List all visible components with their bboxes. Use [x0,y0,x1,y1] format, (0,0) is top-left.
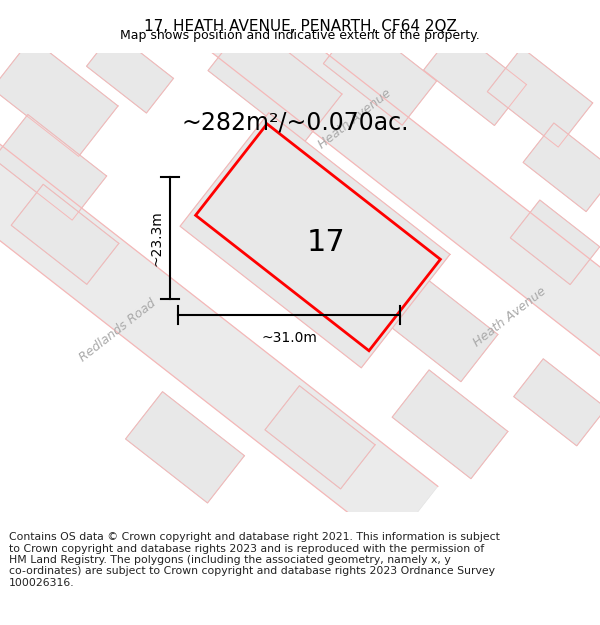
Polygon shape [424,29,526,126]
Polygon shape [265,386,375,489]
Polygon shape [208,20,342,144]
Text: 100026316.: 100026316. [9,578,74,587]
Polygon shape [86,32,173,113]
Polygon shape [180,112,450,368]
Text: ~282m²/~0.070ac.: ~282m²/~0.070ac. [181,110,409,134]
Polygon shape [0,114,107,220]
Polygon shape [323,19,437,125]
Text: to Crown copyright and database rights 2023 and is reproduced with the permissio: to Crown copyright and database rights 2… [9,544,484,554]
Polygon shape [0,38,118,156]
Polygon shape [0,18,438,546]
Text: HM Land Registry. The polygons (including the associated geometry, namely x, y: HM Land Registry. The polygons (includin… [9,555,451,565]
Text: 17: 17 [307,228,346,257]
Text: ~31.0m: ~31.0m [261,331,317,345]
Text: Map shows position and indicative extent of the property.: Map shows position and indicative extent… [120,29,480,42]
Polygon shape [523,123,600,212]
Polygon shape [125,392,244,503]
Polygon shape [510,200,600,284]
Text: Heath Avenue: Heath Avenue [316,87,394,152]
Text: Heath Avenue: Heath Avenue [471,285,549,350]
Text: co-ordinates) are subject to Crown copyright and database rights 2023 Ordnance S: co-ordinates) are subject to Crown copyr… [9,566,495,576]
Polygon shape [392,370,508,479]
Text: 17, HEATH AVENUE, PENARTH, CF64 2QZ: 17, HEATH AVENUE, PENARTH, CF64 2QZ [143,19,457,34]
Polygon shape [92,0,600,391]
Text: Contains OS data © Crown copyright and database right 2021. This information is : Contains OS data © Crown copyright and d… [9,532,500,542]
Polygon shape [196,124,440,351]
Polygon shape [382,273,498,382]
Polygon shape [11,184,119,284]
Polygon shape [487,48,593,147]
Text: Redlands Road: Redlands Road [77,296,159,364]
Polygon shape [514,359,600,446]
Text: ~23.3m: ~23.3m [149,211,163,266]
